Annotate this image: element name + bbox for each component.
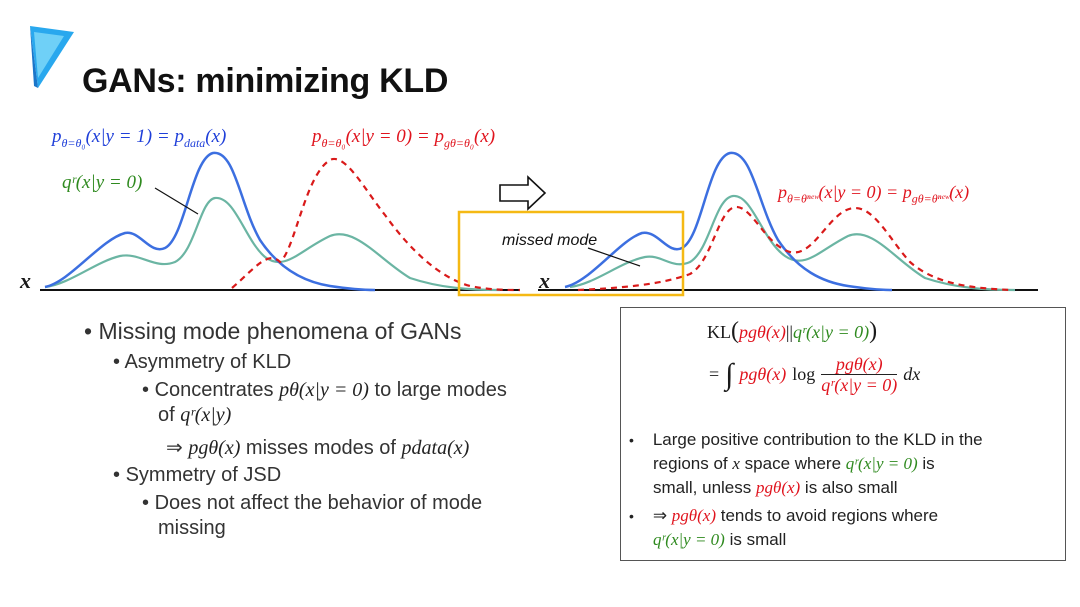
left-blue-curve (44, 151, 376, 292)
bullet-misses-modes: ⇒ pgθ(x) misses modes of pdata(x) (166, 437, 470, 459)
right-axis-label: x (539, 268, 550, 293)
kl-formula: KL(pgθ(x)||qʳ(x|y = 0)) (707, 318, 878, 344)
blue-arrow-logo-icon (30, 26, 74, 88)
left-axis-label: x (20, 268, 31, 293)
slide-title: GANs: minimizing KLD (82, 62, 449, 100)
right-red-label: pθ=θⁿᵉʷ(x|y = 0) = pgθ=θⁿᵉʷ(x) (778, 182, 970, 206)
right-red-dashed-curve (577, 205, 1011, 292)
bullet-asymmetry-kld: • Asymmetry of KLD (113, 351, 292, 373)
right-green-curve (569, 194, 1016, 292)
right-arrow-icon (499, 175, 547, 211)
left-blue-label: pθ=θ₀(x|y = 1) = pdata(x) (52, 126, 227, 150)
distribution-plots (40, 151, 1038, 297)
bullet-concentrates: • Concentrates pθ(x|y = 0) to large mode… (142, 379, 507, 401)
bullet-does-not-affect-line2: missing (158, 517, 226, 539)
box-point-2: • ⇒ pgθ(x) tends to avoid regions where … (629, 506, 939, 549)
missed-mode-highlight-box (457, 210, 685, 297)
green-label-pointer (154, 187, 199, 215)
right-blue-curve (564, 151, 893, 292)
left-green-label: qʳ(x|y = 0) (62, 172, 143, 193)
box-point-1: • Large positive contribution to the KLD… (629, 430, 983, 497)
missed-mode-label: missed mode (502, 232, 598, 249)
left-red-label: pθ=θ₀(x|y = 0) = pgθ=θ₀(x) (312, 126, 496, 150)
missed-mode-pointer (587, 247, 641, 267)
bullet-missing-mode: • Missing mode phenomena of GANs (84, 318, 462, 344)
bullet-does-not-affect: • Does not affect the behavior of mode (142, 492, 483, 514)
kl-expansion: = ∫ pgθ(x) log pgθ(x) qʳ(x|y = 0) dx (709, 354, 921, 395)
left-green-curve (44, 196, 501, 292)
bullet-symmetry-jsd: • Symmetry of JSD (113, 464, 282, 486)
logo (24, 22, 76, 92)
bullet-concentrates-line2: of qʳ(x|y) (158, 404, 232, 426)
kld-explanation-box: KL(pgθ(x)||qʳ(x|y = 0)) = ∫ pgθ(x) log p… (620, 307, 1066, 561)
left-red-dashed-curve (231, 157, 521, 292)
